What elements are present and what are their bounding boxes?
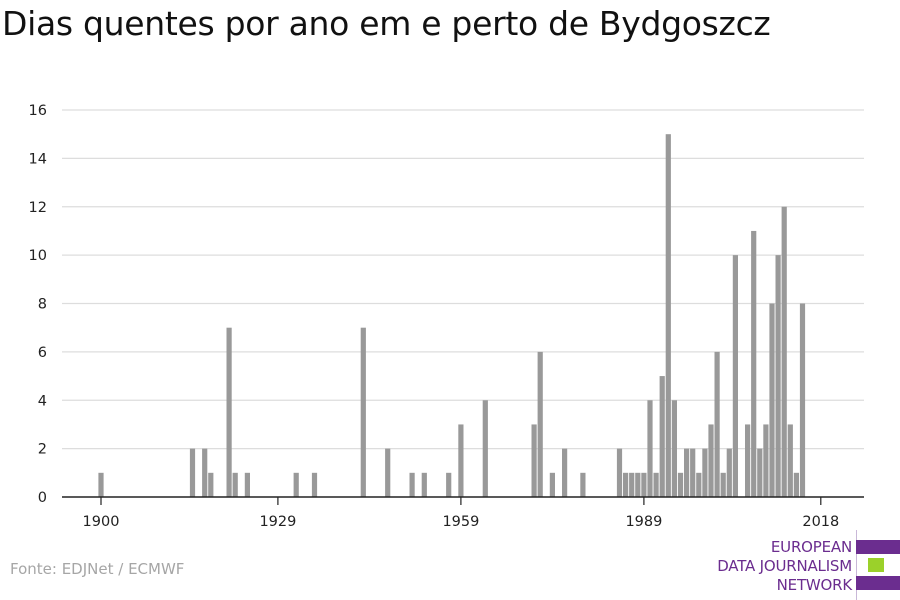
y-tick-label: 4 (38, 393, 47, 409)
bar-2009 (763, 424, 769, 497)
bar-1918 (208, 472, 214, 497)
bar-2001 (714, 351, 720, 498)
source-note: Fonte: EDJNet / ECMWF (10, 560, 185, 578)
bar-1971 (531, 424, 537, 497)
axes (62, 496, 864, 505)
bar-1924 (244, 472, 250, 497)
bar-1951 (409, 472, 415, 497)
logo-line-2: DATA JOURNALISM (717, 557, 852, 575)
y-tick-label: 2 (38, 442, 47, 458)
x-tick-labels: 1900 1929 1959 1989 2018 (83, 514, 840, 530)
bar-1972 (537, 351, 543, 498)
bar-2013 (787, 424, 793, 497)
bar-1974 (549, 472, 555, 497)
logo-bar-green (868, 558, 884, 572)
bar-1900 (98, 472, 104, 497)
y-tick-label: 8 (38, 297, 47, 313)
bar-2008 (757, 448, 763, 498)
logo-divider (856, 530, 857, 600)
bar-2002 (720, 472, 726, 497)
bar-2007 (751, 230, 757, 497)
bar-2000 (708, 424, 714, 497)
y-tick-label: 16 (29, 103, 47, 119)
bar-chart: 0 2 4 6 8 10 12 14 16 1900 1929 1959 1989 2018 (29, 103, 864, 530)
y-tick-label: 0 (38, 490, 47, 506)
bar-1943 (360, 327, 366, 497)
bar-1976 (562, 448, 568, 498)
x-tick-label: 1989 (625, 514, 662, 530)
bar-1995 (677, 472, 684, 497)
bar-1988 (635, 472, 641, 497)
bar-1991 (653, 472, 659, 497)
chart-title: Dias quentes por ano em e perto de Bydgo… (2, 4, 771, 43)
bar-1959 (458, 424, 464, 497)
bar-1986 (623, 472, 629, 497)
bar-2011 (775, 255, 781, 498)
bar-1935 (311, 472, 318, 497)
bar-2006 (745, 424, 751, 497)
logo-line-1: EUROPEAN (770, 538, 852, 556)
bar-1997 (690, 448, 696, 498)
bar-1979 (580, 472, 586, 497)
bar-2003 (726, 448, 732, 498)
bars (98, 134, 806, 498)
bar-1957 (446, 472, 452, 497)
bar-1985 (616, 448, 623, 498)
x-tick-label: 1959 (442, 514, 479, 530)
bar-1994 (671, 400, 677, 497)
bar-2014 (793, 472, 799, 497)
bar-1993 (665, 134, 671, 497)
bar-1996 (684, 448, 690, 498)
bar-1953 (421, 472, 427, 497)
bar-2015 (799, 303, 806, 497)
y-tick-label: 10 (29, 248, 47, 264)
y-tick-label: 6 (38, 345, 47, 361)
bar-1921 (226, 327, 232, 497)
bar-1998 (696, 472, 702, 497)
bar-2012 (781, 206, 787, 497)
bar-1922 (232, 472, 238, 497)
bar-1987 (629, 472, 635, 497)
bar-1947 (385, 448, 391, 498)
edjnet-logo: EUROPEAN DATA JOURNALISM NETWORK (700, 530, 900, 600)
logo-bar-purple-top (856, 540, 900, 554)
x-tick-label: 1929 (259, 514, 296, 530)
bar-2004 (732, 255, 738, 498)
bar-1917 (202, 448, 208, 498)
bar-2010 (769, 303, 775, 497)
bar-1990 (647, 400, 653, 497)
y-tick-labels: 0 2 4 6 8 10 12 14 16 (29, 103, 47, 506)
x-tick-label: 1900 (83, 514, 120, 530)
bar-1932 (293, 472, 299, 497)
bar-1992 (659, 376, 665, 497)
bar-1963 (482, 400, 488, 497)
x-tick-label: 2018 (802, 514, 839, 530)
bar-1915 (189, 448, 196, 498)
logo-bar-purple-bottom (856, 576, 900, 590)
gridlines (62, 109, 864, 450)
y-tick-label: 14 (29, 151, 47, 167)
bar-1999 (702, 448, 708, 498)
bar-1989 (641, 472, 647, 497)
logo-line-3: NETWORK (776, 576, 853, 594)
y-tick-label: 12 (29, 200, 47, 216)
